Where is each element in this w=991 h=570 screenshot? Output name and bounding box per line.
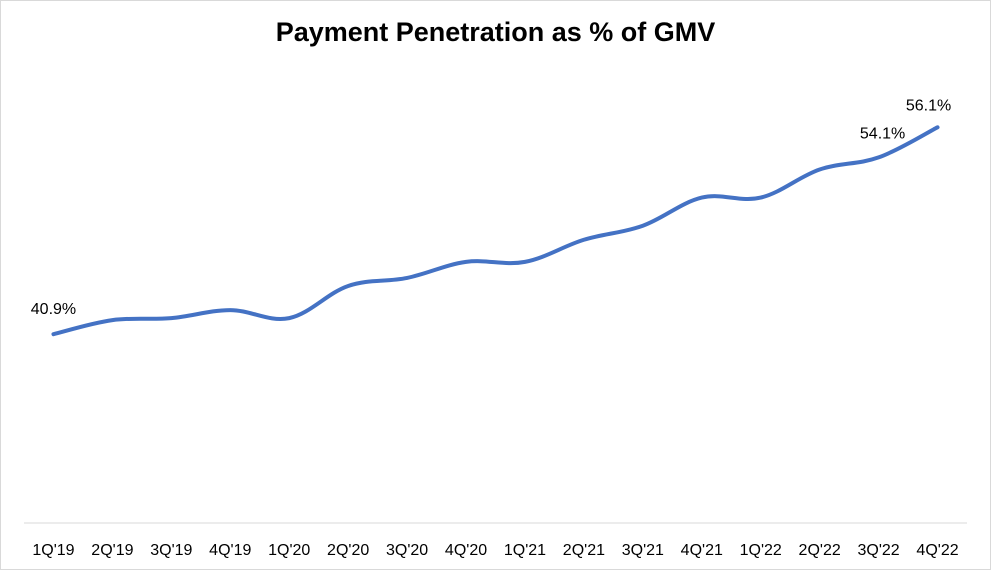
x-tick-label: 2Q'21 bbox=[563, 542, 605, 559]
x-tick-label: 1Q'19 bbox=[32, 542, 74, 559]
data-label: 54.1% bbox=[860, 125, 905, 142]
data-label: 40.9% bbox=[31, 301, 76, 318]
chart-title: Payment Penetration as % of GMV bbox=[275, 17, 716, 47]
x-tick-label: 1Q'21 bbox=[504, 542, 546, 559]
x-tick-label: 4Q'22 bbox=[916, 542, 958, 559]
x-tick-label: 2Q'20 bbox=[327, 542, 369, 559]
x-tick-label: 4Q'21 bbox=[681, 542, 723, 559]
data-label: 56.1% bbox=[906, 97, 951, 114]
x-tick-label: 4Q'20 bbox=[445, 542, 487, 559]
x-tick-label: 2Q'22 bbox=[799, 542, 841, 559]
x-tick-label: 3Q'19 bbox=[150, 542, 192, 559]
x-tick-label: 3Q'22 bbox=[857, 542, 899, 559]
x-tick-label: 1Q'22 bbox=[740, 542, 782, 559]
x-tick-label: 1Q'20 bbox=[268, 542, 310, 559]
x-tick-label: 2Q'19 bbox=[91, 542, 133, 559]
series-line bbox=[51, 125, 940, 337]
x-tick-label: 3Q'20 bbox=[386, 542, 428, 559]
x-tick-label: 4Q'19 bbox=[209, 542, 251, 559]
x-tick-label: 3Q'21 bbox=[622, 542, 664, 559]
